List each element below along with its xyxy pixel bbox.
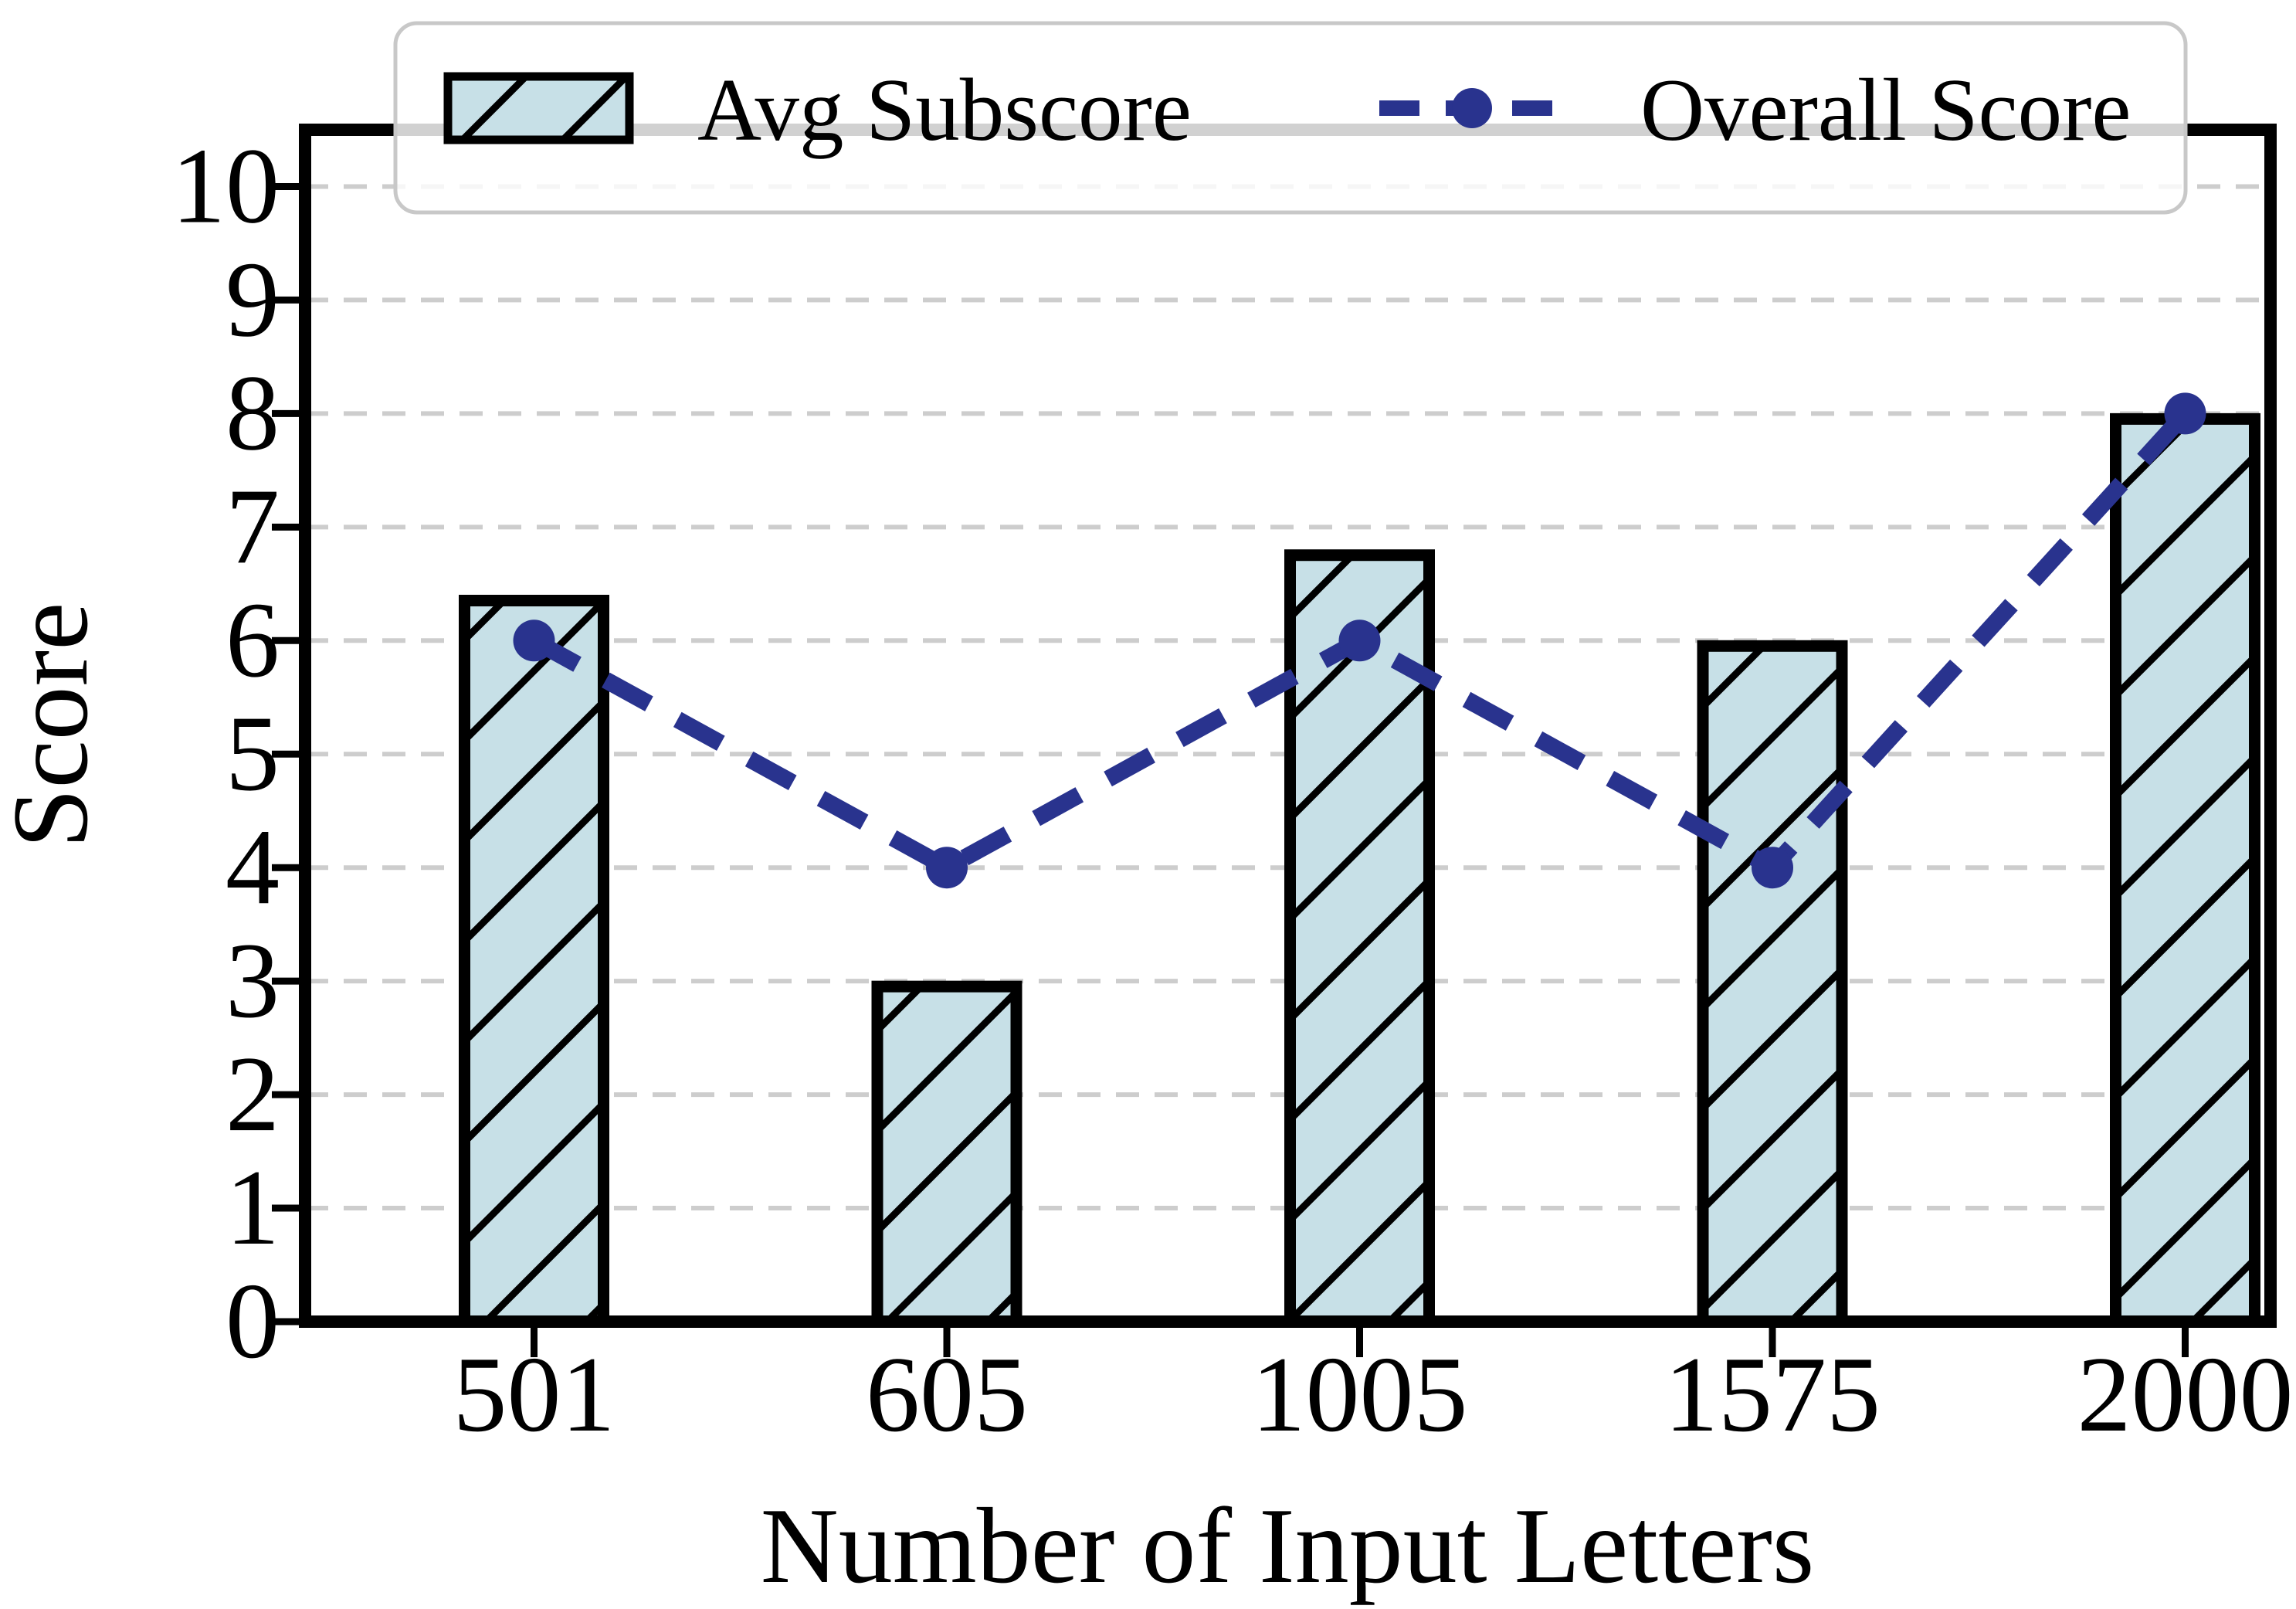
y-tick-label: 10 xyxy=(171,126,280,246)
legend-item-avg-subscore: Avg Subscore xyxy=(443,61,1192,159)
line-series xyxy=(513,392,2206,889)
legend: Avg Subscore Overall Score xyxy=(393,21,2188,215)
data-point-marker xyxy=(513,619,555,662)
data-point-marker xyxy=(1338,619,1381,662)
data-point-marker xyxy=(1752,847,1793,889)
y-axis-ticks xyxy=(272,182,301,1326)
legend-swatch-hatch-icon xyxy=(443,72,634,144)
x-tick-label: 1575 xyxy=(1664,1335,1881,1455)
y-tick-label: 5 xyxy=(226,694,280,813)
y-axis-title: Score xyxy=(0,603,110,849)
x-axis-ticks xyxy=(531,1328,2189,1357)
y-tick-label: 3 xyxy=(226,921,280,1040)
bar xyxy=(2110,412,2260,1328)
x-axis-tick-labels: 501 605 1005 1575 2000 xyxy=(453,1335,2294,1455)
y-tick-label: 0 xyxy=(226,1261,280,1381)
x-tick-label: 2000 xyxy=(2077,1335,2294,1455)
y-tick-label: 4 xyxy=(226,807,280,927)
x-tick-label: 605 xyxy=(866,1335,1028,1455)
x-tick-label: 1005 xyxy=(1252,1335,1468,1455)
data-point-marker xyxy=(926,847,968,889)
y-tick-label: 7 xyxy=(226,467,280,586)
bar xyxy=(459,595,609,1328)
bar xyxy=(1697,640,1848,1328)
x-tick-label: 501 xyxy=(453,1335,616,1455)
y-tick-label: 1 xyxy=(226,1148,280,1268)
y-tick-label: 8 xyxy=(226,353,280,473)
y-tick-label: 6 xyxy=(226,580,280,700)
bar-series xyxy=(459,412,2260,1328)
legend-label-avg-subscore: Avg Subscore xyxy=(697,61,1192,159)
legend-box xyxy=(393,21,2188,215)
y-tick-label: 9 xyxy=(226,239,280,359)
y-tick-label: 2 xyxy=(226,1034,280,1154)
legend-label-overall-score: Overall Score xyxy=(1640,61,2131,159)
legend-item-overall-score: Overall Score xyxy=(1379,61,2131,159)
bar xyxy=(871,980,1023,1328)
legend-marker-dot-icon xyxy=(1452,88,1492,128)
data-point-marker xyxy=(2164,392,2206,435)
x-axis-title: Number of Input Letters xyxy=(761,1486,1815,1606)
